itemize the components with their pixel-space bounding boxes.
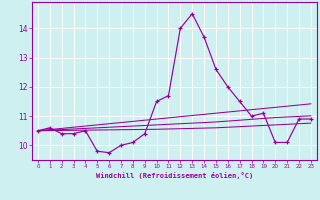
X-axis label: Windchill (Refroidissement éolien,°C): Windchill (Refroidissement éolien,°C) <box>96 172 253 179</box>
